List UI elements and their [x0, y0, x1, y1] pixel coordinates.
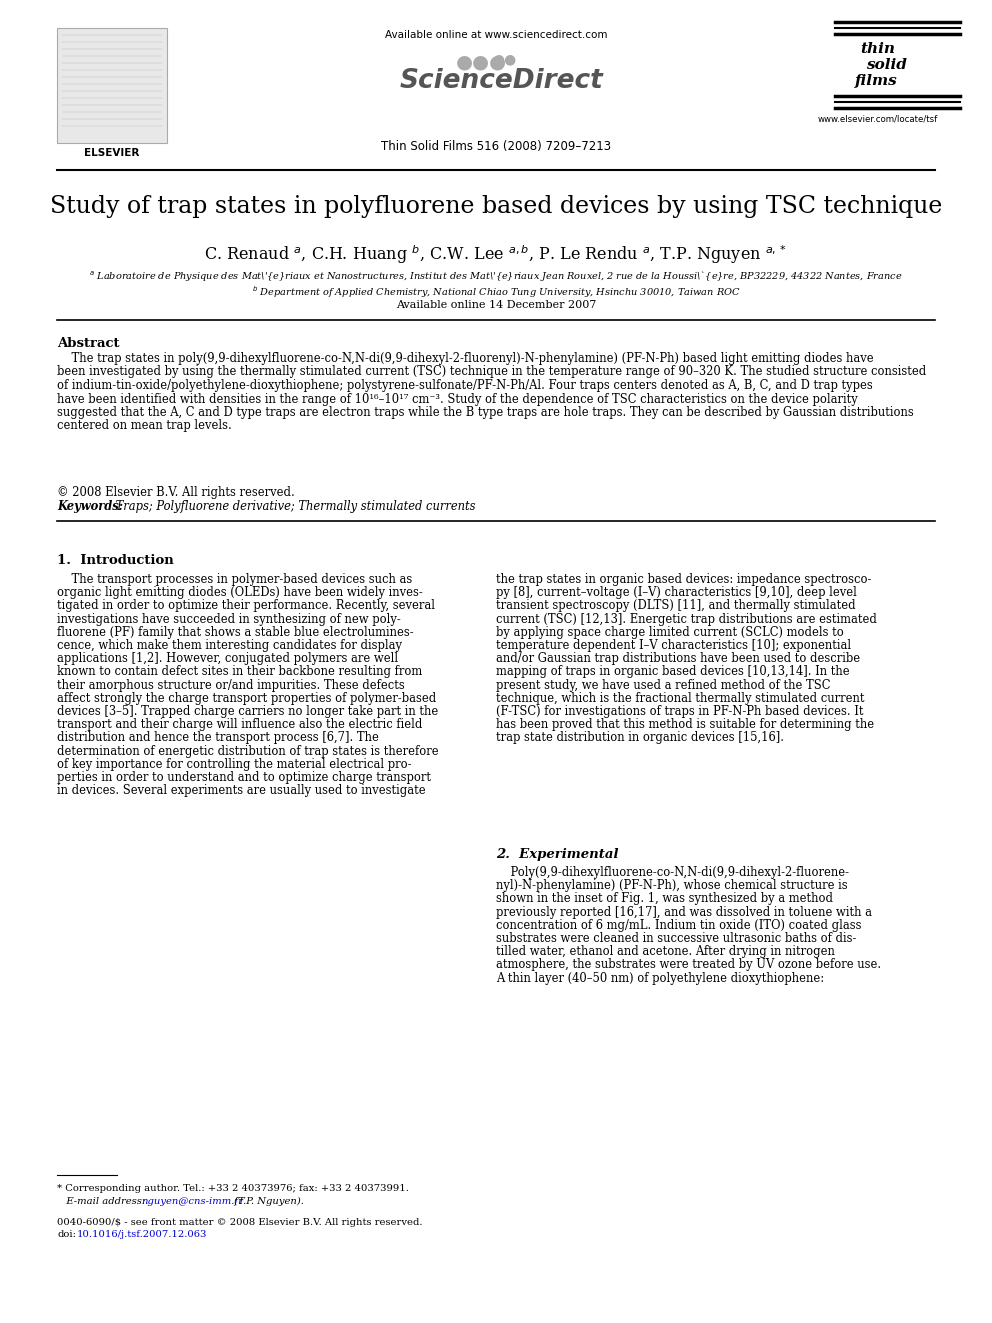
- Text: thin: thin: [860, 42, 896, 56]
- Text: organic light emitting diodes (OLEDs) have been widely inves-: organic light emitting diodes (OLEDs) ha…: [57, 586, 423, 599]
- Text: devices [3–5]. Trapped charge carriers no longer take part in the: devices [3–5]. Trapped charge carriers n…: [57, 705, 438, 718]
- Text: distribution and hence the transport process [6,7]. The: distribution and hence the transport pro…: [57, 732, 379, 745]
- Text: atmosphere, the substrates were treated by UV ozone before use.: atmosphere, the substrates were treated …: [496, 958, 881, 971]
- Text: $^b$ Department of Applied Chemistry, National Chiao Tung University, Hsinchu 30: $^b$ Department of Applied Chemistry, Na…: [252, 284, 740, 300]
- Text: cence, which make them interesting candidates for display: cence, which make them interesting candi…: [57, 639, 402, 652]
- Text: perties in order to understand and to optimize charge transport: perties in order to understand and to op…: [57, 771, 431, 785]
- Text: The transport processes in polymer-based devices such as: The transport processes in polymer-based…: [57, 573, 413, 586]
- Text: the trap states in organic based devices: impedance spectrosco-: the trap states in organic based devices…: [496, 573, 871, 586]
- Text: temperature dependent I–V characteristics [10]; exponential: temperature dependent I–V characteristic…: [496, 639, 851, 652]
- Text: current (TSC) [12,13]. Energetic trap distributions are estimated: current (TSC) [12,13]. Energetic trap di…: [496, 613, 877, 626]
- Text: tilled water, ethanol and acetone. After drying in nitrogen: tilled water, ethanol and acetone. After…: [496, 945, 835, 958]
- Text: E-mail address:: E-mail address:: [57, 1197, 149, 1207]
- Text: doi:: doi:: [57, 1230, 76, 1240]
- Text: Available online at www.sciencedirect.com: Available online at www.sciencedirect.co…: [385, 30, 607, 40]
- Text: 0040-6090/$ - see front matter © 2008 Elsevier B.V. All rights reserved.: 0040-6090/$ - see front matter © 2008 El…: [57, 1218, 423, 1226]
- Text: of key importance for controlling the material electrical pro-: of key importance for controlling the ma…: [57, 758, 412, 771]
- Text: A thin layer (40–50 nm) of polyethylene dioxythiophene:: A thin layer (40–50 nm) of polyethylene …: [496, 971, 824, 984]
- Text: The trap states in poly(9,9-dihexylfluorene-co-N,N-di(9,9-dihexyl-2-fluorenyl)-N: The trap states in poly(9,9-dihexylfluor…: [57, 352, 874, 365]
- Text: tigated in order to optimize their performance. Recently, several: tigated in order to optimize their perfo…: [57, 599, 435, 613]
- Text: transport and their charge will influence also the electric field: transport and their charge will influenc…: [57, 718, 423, 732]
- Text: Traps; Polyfluorene derivative; Thermally stimulated currents: Traps; Polyfluorene derivative; Thermall…: [112, 500, 475, 513]
- Text: Abstract: Abstract: [57, 337, 119, 351]
- Text: by applying space charge limited current (SCLC) models to: by applying space charge limited current…: [496, 626, 844, 639]
- Text: Study of trap states in polyfluorene based devices by using TSC technique: Study of trap states in polyfluorene bas…: [50, 194, 942, 218]
- Text: $^a$ Laboratoire de Physique des Mat\'{e}riaux et Nanostructures, Institut des M: $^a$ Laboratoire de Physique des Mat\'{e…: [89, 270, 903, 284]
- Text: films: films: [855, 74, 898, 89]
- Text: Keywords:: Keywords:: [57, 500, 123, 513]
- Text: shown in the inset of Fig. 1, was synthesized by a method: shown in the inset of Fig. 1, was synthe…: [496, 893, 833, 905]
- Text: previously reported [16,17], and was dissolved in toluene with a: previously reported [16,17], and was dis…: [496, 906, 872, 918]
- Text: suggested that the A, C and D type traps are electron traps while the B type tra: suggested that the A, C and D type traps…: [57, 406, 914, 419]
- Text: ELSEVIER: ELSEVIER: [84, 148, 140, 157]
- Text: ScienceDirect: ScienceDirect: [399, 67, 603, 94]
- Text: technique, which is the fractional thermally stimulated current: technique, which is the fractional therm…: [496, 692, 864, 705]
- Text: and/or Gaussian trap distributions have been used to describe: and/or Gaussian trap distributions have …: [496, 652, 860, 665]
- Text: affect strongly the charge transport properties of polymer-based: affect strongly the charge transport pro…: [57, 692, 436, 705]
- Text: py [8], current–voltage (I–V) characteristics [9,10], deep level: py [8], current–voltage (I–V) characteri…: [496, 586, 857, 599]
- Text: nguyen@cns-imm.fr: nguyen@cns-imm.fr: [141, 1197, 243, 1207]
- Text: C. Renaud $^a$, C.H. Huang $^b$, C.W. Lee $^{a,b}$, P. Le Rendu $^a$, T.P. Nguye: C. Renaud $^a$, C.H. Huang $^b$, C.W. Le…: [204, 243, 788, 266]
- Text: 2.  Experimental: 2. Experimental: [496, 848, 618, 861]
- Text: solid: solid: [866, 58, 907, 71]
- Text: in devices. Several experiments are usually used to investigate: in devices. Several experiments are usua…: [57, 785, 426, 798]
- Text: trap state distribution in organic devices [15,16].: trap state distribution in organic devic…: [496, 732, 784, 745]
- Text: have been identified with densities in the range of 10¹⁶–10¹⁷ cm⁻³. Study of the: have been identified with densities in t…: [57, 393, 858, 406]
- Text: has been proved that this method is suitable for determining the: has been proved that this method is suit…: [496, 718, 874, 732]
- Text: (T.P. Nguyen).: (T.P. Nguyen).: [231, 1197, 304, 1207]
- Text: Thin Solid Films 516 (2008) 7209–7213: Thin Solid Films 516 (2008) 7209–7213: [381, 140, 611, 153]
- Text: www.elsevier.com/locate/tsf: www.elsevier.com/locate/tsf: [817, 115, 938, 124]
- Text: nyl)-N-phenylamine) (PF-N-Ph), whose chemical structure is: nyl)-N-phenylamine) (PF-N-Ph), whose che…: [496, 880, 847, 892]
- Text: ●●: ●●: [492, 52, 516, 66]
- Text: determination of energetic distribution of trap states is therefore: determination of energetic distribution …: [57, 745, 438, 758]
- Text: centered on mean trap levels.: centered on mean trap levels.: [57, 419, 232, 433]
- Text: * Corresponding author. Tel.: +33 2 40373976; fax: +33 2 40373991.: * Corresponding author. Tel.: +33 2 4037…: [57, 1184, 409, 1193]
- Text: present study, we have used a refined method of the TSC: present study, we have used a refined me…: [496, 679, 830, 692]
- Text: substrates were cleaned in successive ultrasonic baths of dis-: substrates were cleaned in successive ul…: [496, 931, 856, 945]
- Text: mapping of traps in organic based devices [10,13,14]. In the: mapping of traps in organic based device…: [496, 665, 849, 679]
- Text: 10.1016/j.tsf.2007.12.063: 10.1016/j.tsf.2007.12.063: [77, 1230, 207, 1240]
- Text: Poly(9,9-dihexylfluorene-co-N,N-di(9,9-dihexyl-2-fluorene-: Poly(9,9-dihexylfluorene-co-N,N-di(9,9-d…: [496, 867, 849, 878]
- Text: 1.  Introduction: 1. Introduction: [57, 554, 174, 568]
- Text: of indium-tin-oxide/polyethylene-dioxythiophene; polystyrene-sulfonate/PF-N-Ph/A: of indium-tin-oxide/polyethylene-dioxyth…: [57, 378, 873, 392]
- Text: their amorphous structure or/and impurities. These defects: their amorphous structure or/and impurit…: [57, 679, 405, 692]
- Text: applications [1,2]. However, conjugated polymers are well: applications [1,2]. However, conjugated …: [57, 652, 398, 665]
- Text: fluorene (PF) family that shows a stable blue electrolumines-: fluorene (PF) family that shows a stable…: [57, 626, 414, 639]
- Bar: [57, 28, 167, 143]
- Text: Available online 14 December 2007: Available online 14 December 2007: [396, 300, 596, 310]
- Text: ●●●: ●●●: [455, 52, 507, 71]
- Text: been investigated by using the thermally stimulated current (TSC) technique in t: been investigated by using the thermally…: [57, 365, 927, 378]
- Text: investigations have succeeded in synthesizing of new poly-: investigations have succeeded in synthes…: [57, 613, 401, 626]
- Text: © 2008 Elsevier B.V. All rights reserved.: © 2008 Elsevier B.V. All rights reserved…: [57, 486, 295, 499]
- Text: concentration of 6 mg/mL. Indium tin oxide (ITO) coated glass: concentration of 6 mg/mL. Indium tin oxi…: [496, 918, 861, 931]
- Text: (F-TSC) for investigations of traps in PF-N-Ph based devices. It: (F-TSC) for investigations of traps in P…: [496, 705, 863, 718]
- Text: transient spectroscopy (DLTS) [11], and thermally stimulated: transient spectroscopy (DLTS) [11], and …: [496, 599, 856, 613]
- Text: known to contain defect sites in their backbone resulting from: known to contain defect sites in their b…: [57, 665, 423, 679]
